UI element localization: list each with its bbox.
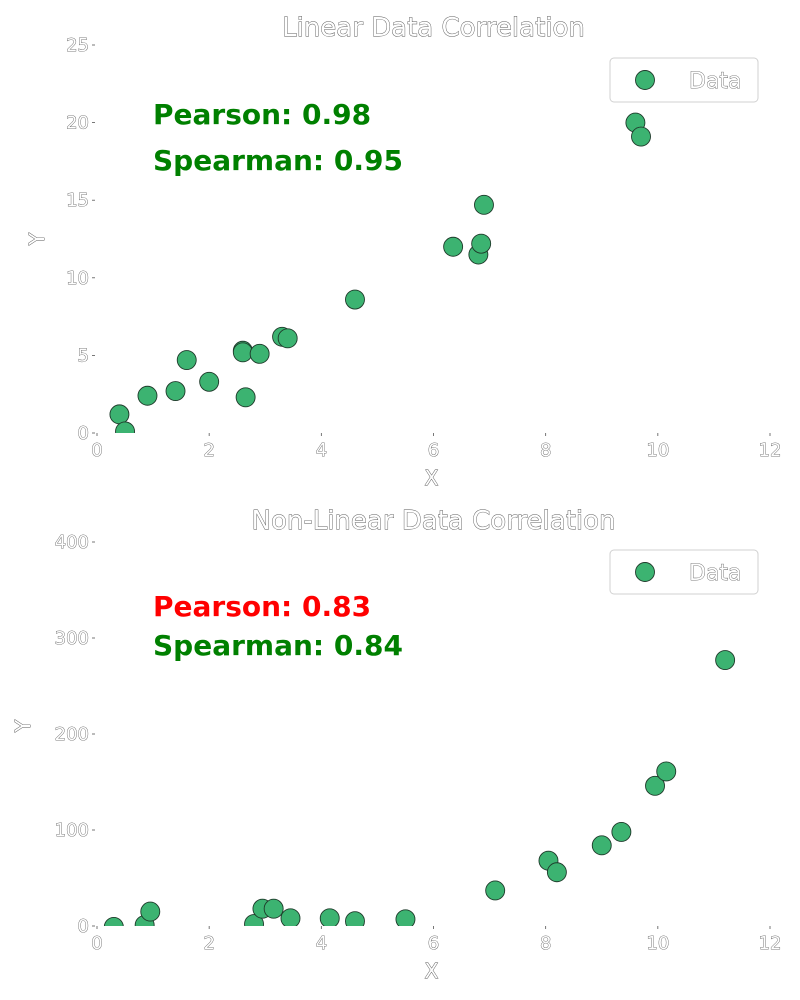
data-point — [546, 862, 567, 883]
y-tick-label: 10 — [66, 268, 89, 289]
data-point — [656, 761, 677, 782]
x-tick-label: 2 — [203, 440, 214, 461]
x-tick-label: 8 — [540, 440, 551, 461]
pearson-annotation: Pearson: 0.98 — [153, 98, 371, 131]
y-tick-label: 25 — [66, 35, 89, 56]
legend-label: Data — [689, 561, 742, 586]
data-point — [137, 385, 158, 406]
data-point — [485, 880, 506, 901]
x-tick-label: 4 — [316, 933, 327, 954]
data-point — [715, 650, 736, 671]
data-point — [443, 236, 464, 257]
chart-title: Linear Data Correlation — [282, 13, 585, 43]
data-point — [395, 909, 416, 926]
y-tick-label: 400 — [55, 532, 89, 553]
data-point — [176, 350, 197, 371]
chart-title: Non-Linear Data Correlation — [252, 506, 616, 536]
legend-box — [609, 57, 759, 103]
x-axis-label: X — [425, 959, 439, 983]
data-point — [319, 908, 340, 926]
x-tick-label: 10 — [646, 933, 669, 954]
legend-label: Data — [689, 69, 742, 94]
data-point — [277, 328, 298, 349]
data-point — [140, 901, 161, 922]
data-point — [631, 126, 651, 147]
y-tick-label: 300 — [55, 628, 89, 649]
x-tick-label: 10 — [646, 440, 669, 461]
x-tick-label: 6 — [428, 933, 439, 954]
data-point — [474, 194, 494, 215]
x-tick-label: 8 — [540, 933, 551, 954]
data-point — [115, 421, 135, 433]
data-point — [263, 898, 284, 919]
data-point — [645, 775, 665, 796]
legend-box — [609, 549, 759, 595]
x-tick-label: 4 — [316, 440, 327, 461]
data-point — [280, 908, 301, 926]
x-tick-label: 2 — [203, 933, 214, 954]
legend-marker — [635, 562, 655, 582]
y-tick-label: 200 — [55, 724, 89, 745]
data-points — [109, 112, 651, 433]
data-point — [103, 917, 124, 926]
x-tick-label: 0 — [91, 933, 102, 954]
data-point — [199, 371, 220, 392]
data-point — [249, 343, 270, 364]
x-tick-label: 6 — [428, 440, 439, 461]
data-point — [109, 404, 130, 425]
x-tick-label: 0 — [91, 440, 102, 461]
y-tick-label: 0 — [78, 423, 89, 444]
spearman-annotation: Spearman: 0.95 — [153, 144, 403, 177]
linear-chart: Linear Data Correlation 0 2 4 6 8 10 12 0 5 10 15 20… — [25, 13, 782, 491]
y-axis-label: Y — [25, 232, 49, 246]
y-tick-label: 100 — [55, 820, 89, 841]
data-point — [471, 233, 492, 254]
y-tick-label: 0 — [78, 916, 89, 937]
x-tick-label: 12 — [759, 440, 782, 461]
data-point — [232, 342, 253, 363]
y-tick-label: 5 — [78, 345, 89, 366]
data-point — [235, 387, 256, 408]
y-axis-label: Y — [11, 719, 35, 733]
data-point — [345, 289, 365, 310]
data-point — [611, 821, 632, 842]
data-point — [345, 911, 365, 926]
x-axis-label: X — [425, 466, 439, 490]
data-point — [591, 835, 612, 856]
x-tick-label: 12 — [759, 933, 782, 954]
y-tick-label: 15 — [66, 190, 89, 211]
y-tick-label: 20 — [66, 113, 89, 134]
pearson-annotation: Pearson: 0.83 — [153, 590, 371, 623]
spearman-annotation: Spearman: 0.84 — [153, 629, 403, 662]
data-point — [165, 381, 186, 402]
nonlinear-chart: Non-Linear Data Correlation 0 2 4 6 8 10 12 0 100… — [11, 506, 782, 984]
legend-marker — [635, 70, 655, 90]
data-points — [103, 650, 736, 926]
